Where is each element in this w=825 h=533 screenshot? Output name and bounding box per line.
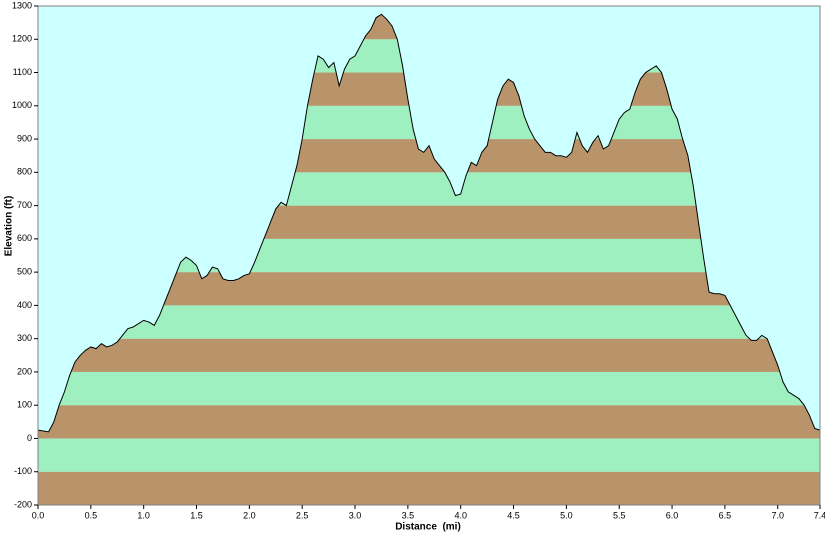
profile-line [37,13,821,433]
plot-frame [37,5,821,506]
y-tick-label: -200 [14,499,32,509]
x-tick-label: 7.4 [814,510,825,520]
y-tick-label: 200 [17,366,32,376]
x-tick-label: 4.0 [454,510,467,520]
x-tick-label: 0.0 [32,510,45,520]
x-tick-label: 2.0 [243,510,256,520]
x-tick-label: 2.5 [296,510,309,520]
y-tick-label: 1000 [12,100,32,110]
x-tick-label: 3.0 [349,510,362,520]
elevation-band [38,438,820,472]
x-tick-label: 6.0 [666,510,679,520]
x-tick-label: 5.0 [560,510,573,520]
y-tick-label: 500 [17,267,32,277]
x-tick-label: 1.5 [190,510,203,520]
y-tick-label: 300 [17,333,32,343]
x-tick-label: 7.0 [771,510,784,520]
x-tick-label: 4.5 [507,510,520,520]
y-tick-label: 100 [17,400,32,410]
x-tick-label: 6.5 [719,510,732,520]
y-tick-label: 400 [17,300,32,310]
elevation-band [38,405,820,439]
x-tick-label: 0.5 [85,510,98,520]
x-tick-label: 5.5 [613,510,626,520]
x-tick-label: 3.5 [402,510,415,520]
elevation-band [38,471,820,505]
x-axis-title: Distance (mi) [395,522,461,533]
y-tick-label: 900 [17,133,32,143]
y-tick-label: 800 [17,167,32,177]
y-tick-label: 700 [17,200,32,210]
y-tick-label: 1300 [12,0,32,10]
y-tick-label: 1200 [12,34,32,44]
y-tick-label: 0 [27,433,32,443]
x-tick-label: 1.0 [137,510,150,520]
plot-layer: -200 -100 0 100 200 300 400 500 600 700 800 900 1000… [12,0,825,520]
elevation-band [38,371,820,406]
y-tick-label: -100 [14,466,32,476]
elevation-band [38,305,820,339]
y-tick-label: 600 [17,233,32,243]
y-tick-label: 1100 [13,67,32,77]
y-axis-title: Elevation (ft) [4,196,15,257]
elevation-band [38,338,820,372]
